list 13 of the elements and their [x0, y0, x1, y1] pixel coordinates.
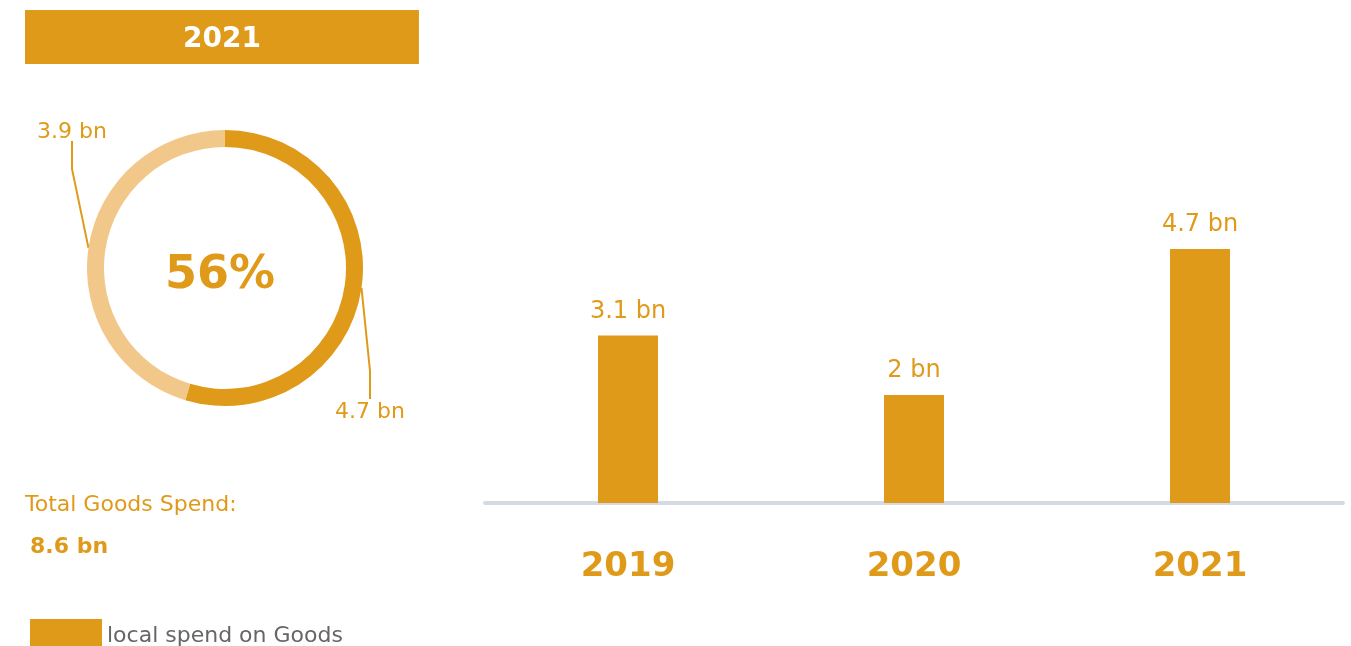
text: Total Goods Spend: — [24, 490, 237, 516]
legend-label: local spend on Goods — [107, 621, 343, 646]
chart-title: 2021 — [183, 20, 261, 54]
x-tick-label: 2021 — [1152, 544, 1248, 584]
data-label: 2 bn — [887, 354, 941, 383]
x-tick-label: 2020 — [866, 544, 962, 584]
x-tick-label: 2019 — [580, 544, 676, 584]
data-label: 4.7 bn — [335, 397, 405, 423]
data-label: 4.7 bn — [1161, 209, 1239, 238]
data-label: 3.1 bn — [589, 295, 667, 324]
data-label: 3.9 bn — [37, 117, 107, 143]
text: 56% — [165, 245, 276, 299]
text: 8.6 bn — [30, 532, 109, 558]
